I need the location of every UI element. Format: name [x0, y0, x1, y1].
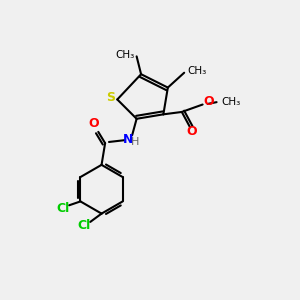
Text: O: O [186, 125, 196, 138]
Text: N: N [123, 133, 134, 146]
Text: Cl: Cl [78, 219, 91, 232]
Text: CH₃: CH₃ [115, 50, 134, 60]
Text: Cl: Cl [57, 202, 70, 215]
Text: O: O [88, 117, 99, 130]
Text: O: O [204, 95, 214, 108]
Text: S: S [106, 91, 115, 103]
Text: CH₃: CH₃ [221, 97, 240, 107]
Text: H: H [131, 137, 140, 147]
Text: CH₃: CH₃ [188, 66, 207, 76]
